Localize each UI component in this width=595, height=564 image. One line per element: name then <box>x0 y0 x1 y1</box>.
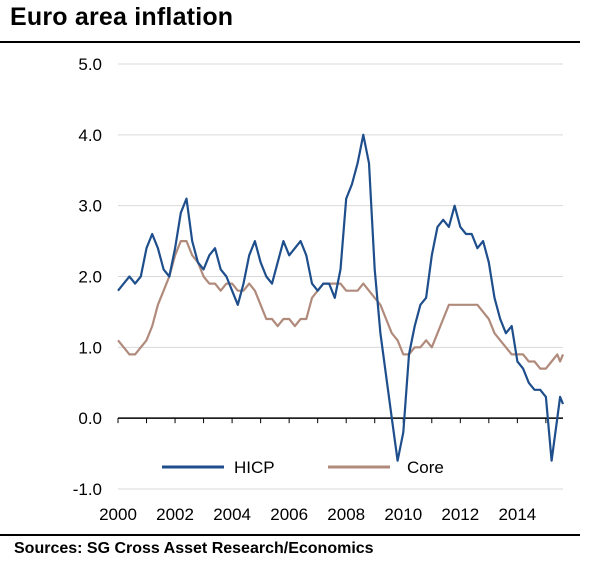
y-tick-label: 5.0 <box>78 55 102 74</box>
page-title: Euro area inflation <box>10 3 234 31</box>
legend-label-hicp: HICP <box>234 458 275 477</box>
x-tick-label: 2014 <box>498 505 536 524</box>
x-tick-label: 2008 <box>327 505 365 524</box>
y-tick-label: 1.0 <box>78 338 102 357</box>
x-tick-label: 2002 <box>156 505 194 524</box>
source-note: Sources: SG Cross Asset Research/Economi… <box>14 540 374 557</box>
legend-label-core: Core <box>407 458 444 477</box>
series-line-hicp <box>117 133 565 462</box>
axes <box>117 417 563 424</box>
source-rule <box>0 534 580 536</box>
x-tick-label: 2006 <box>270 505 308 524</box>
x-tick-label: 2004 <box>213 505 251 524</box>
y-tick-label: 0.0 <box>78 409 102 428</box>
y-tick-label: -1.0 <box>73 480 102 499</box>
title-rule <box>0 41 580 43</box>
y-tick-label: 3.0 <box>78 197 102 216</box>
series-line-core <box>117 240 565 370</box>
y-tick-label: 2.0 <box>78 268 102 287</box>
x-tick-labels: 2000 2002 2004 2006 2008 2010 2012 2014 <box>99 505 536 524</box>
y-tick-labels: 5.0 4.0 3.0 2.0 1.0 0.0 -1.0 <box>73 55 102 499</box>
legend: HICP Core <box>162 458 444 477</box>
y-tick-label: 4.0 <box>78 126 102 145</box>
x-tick-label: 2010 <box>384 505 422 524</box>
series-lines <box>117 133 565 462</box>
gridlines <box>118 63 563 490</box>
x-tick-label: 2000 <box>99 505 137 524</box>
x-tick-label: 2012 <box>441 505 479 524</box>
